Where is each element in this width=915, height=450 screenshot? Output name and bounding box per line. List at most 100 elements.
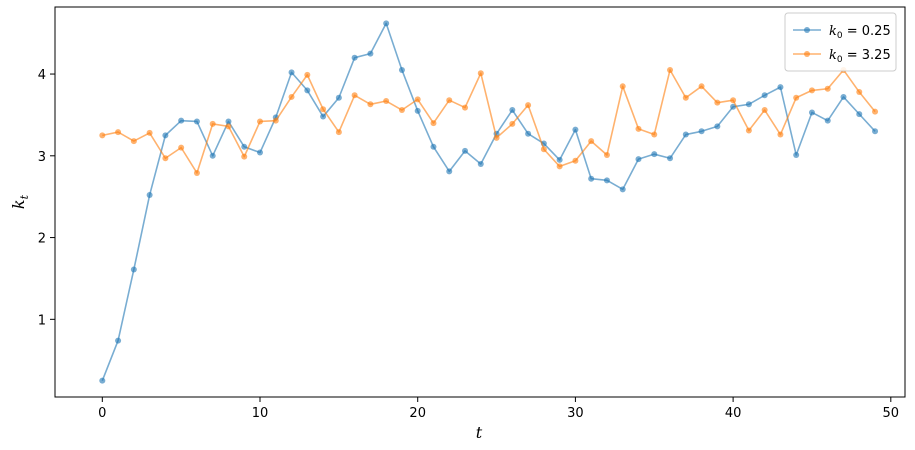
legend-label-series-1: k0 = 0.25 <box>829 24 891 41</box>
series-1-point <box>225 118 232 125</box>
x-axis-label: t <box>476 423 483 442</box>
series-2-point <box>351 92 358 99</box>
series-2-line <box>102 69 876 174</box>
series-1-point <box>477 160 484 167</box>
series-2-point <box>462 104 469 111</box>
axes-layer: 0 10 20 30 40 50 1 2 3 4 <box>38 6 906 421</box>
series-1-point <box>777 84 784 91</box>
series-2-point <box>493 134 500 141</box>
series-2-point <box>430 120 437 127</box>
series-1-point <box>603 177 610 184</box>
y-tick-label: 4 <box>38 68 46 83</box>
series-2-point <box>651 131 658 138</box>
series-2-point <box>383 98 390 105</box>
series-1-point <box>525 130 532 137</box>
series-1-point <box>178 117 185 124</box>
legend-marker-series-2 <box>804 51 810 57</box>
x-tick-label: 30 <box>567 406 584 421</box>
legend-marker-series-1 <box>804 27 810 33</box>
x-tick-label: 40 <box>725 406 742 421</box>
series-1-point <box>146 192 153 199</box>
series-2-point <box>556 163 563 170</box>
series-1-point <box>304 87 311 94</box>
series-2-point <box>761 107 768 114</box>
series-1-point <box>745 101 752 108</box>
series-2-point <box>272 117 279 124</box>
series-1-point <box>430 143 437 150</box>
series-1-point <box>162 132 169 139</box>
series-layer <box>99 20 879 384</box>
legend-series-2-subscript: 0 <box>837 55 843 65</box>
series-1-point <box>682 131 689 138</box>
legend-series-2-symbol: k <box>829 48 837 63</box>
series-2-point <box>872 108 879 115</box>
series-2-point <box>304 71 311 78</box>
series-2-point <box>241 153 248 160</box>
legend-label-series-2: k0 = 3.25 <box>829 48 891 65</box>
series-1-point <box>714 123 721 130</box>
series-2-point <box>793 94 800 101</box>
series-1-point <box>840 93 847 100</box>
series-2-point <box>619 83 626 90</box>
series-1-point <box>209 152 216 159</box>
series-1-point <box>193 118 200 125</box>
series-1-point <box>824 117 831 124</box>
y-tick-label: 2 <box>38 232 46 247</box>
series-1-line <box>101 22 876 381</box>
series-1-point <box>130 266 137 273</box>
series-1-point <box>856 111 863 118</box>
series-2-point <box>714 99 721 106</box>
series-1-point <box>635 156 642 163</box>
x-tick-label: 50 <box>883 406 900 421</box>
series-2-point <box>146 129 153 136</box>
series-1-point <box>115 337 122 344</box>
series-1-point <box>241 143 248 150</box>
series-2-point <box>588 138 595 145</box>
y-tick-label: 1 <box>38 313 46 328</box>
series-2-point <box>335 129 342 136</box>
series-2-point <box>635 125 642 132</box>
series-1-point <box>288 69 295 76</box>
series-2-point <box>777 131 784 138</box>
series-1-point <box>619 186 626 193</box>
series-1-point <box>367 50 374 57</box>
legend: k0 = 0.25 k0 = 3.25 <box>784 12 897 72</box>
series-1-point <box>335 94 342 101</box>
series-1-point <box>257 149 264 156</box>
series-2-point <box>509 120 516 127</box>
series-2-point <box>398 107 405 114</box>
series-1-point <box>414 107 421 114</box>
series-2-point <box>99 132 106 139</box>
series-1-point <box>808 109 815 116</box>
series-1-point <box>651 151 658 158</box>
series-2-point <box>540 146 547 153</box>
series-2-point <box>115 129 122 136</box>
series-1-point <box>398 66 405 73</box>
x-tick-label: 10 <box>252 406 269 421</box>
series-2-point <box>730 97 737 104</box>
series-2-point <box>209 120 216 127</box>
series-2-point <box>446 97 453 104</box>
legend-series-1-subscript: 0 <box>837 31 843 41</box>
series-2-point <box>572 157 579 164</box>
series-2-point <box>525 102 532 109</box>
series-1-point <box>698 128 705 135</box>
series-1-point <box>556 156 563 163</box>
x-tick-label: 20 <box>409 406 426 421</box>
x-tick-label: 0 <box>98 406 106 421</box>
series-1-point <box>509 107 516 114</box>
series-2-point <box>808 87 815 94</box>
y-axis-label: kt <box>9 194 31 209</box>
series-2-point <box>603 151 610 158</box>
series-1-point <box>761 92 768 99</box>
series-2-point <box>824 85 831 92</box>
y-tick-label: 3 <box>38 150 46 165</box>
series-2-point <box>414 96 421 103</box>
series-1-point <box>588 175 595 182</box>
series-1-point <box>793 151 800 158</box>
series-1-point <box>320 113 327 120</box>
series-1-point <box>462 147 469 154</box>
y-axis-label-subscript: t <box>18 194 31 199</box>
series-2-point <box>667 66 674 73</box>
